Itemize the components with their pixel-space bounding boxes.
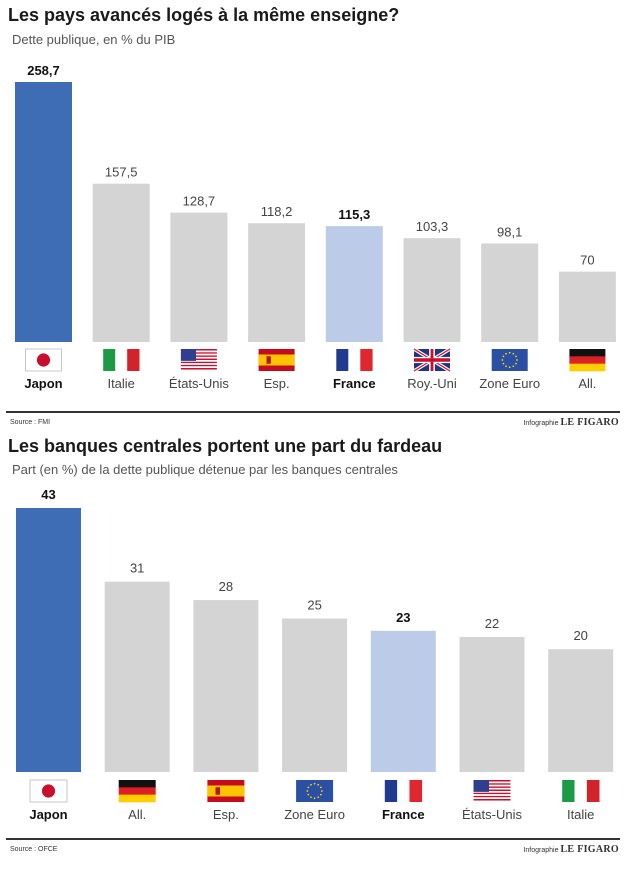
fr-flag-icon (336, 349, 373, 371)
category-label: All. (128, 807, 146, 822)
source-note: Source : FMI (10, 419, 51, 426)
chart-panel-dette: Les pays avancés logés à la même enseign… (0, 0, 627, 428)
bar-all- (558, 271, 616, 342)
bar-france (325, 226, 383, 342)
eu-flag-icon (491, 349, 528, 371)
category-label: Zone Euro (284, 807, 345, 822)
credit-prefix: Infographie (523, 847, 559, 854)
bar-italie (548, 649, 614, 772)
chart-panel-banques: Les banques centrales portent une part d… (0, 428, 627, 869)
category-label: Zone Euro (479, 376, 540, 391)
value-label: 157,5 (105, 165, 138, 180)
value-label: 43 (41, 487, 55, 502)
category-label: France (382, 807, 425, 822)
value-label: 103,3 (416, 219, 449, 234)
eu-flag-icon (296, 780, 334, 802)
chart-subtitle: Dette publique, en % du PIB (12, 32, 176, 47)
category-label: Italie (567, 807, 594, 822)
fr-flag-icon (384, 780, 423, 802)
category-label: All. (578, 376, 596, 391)
value-label: 115,3 (338, 207, 370, 222)
de-flag-icon (118, 780, 156, 803)
uk-flag-icon (413, 347, 451, 373)
value-label: 258,7 (27, 63, 60, 78)
jp-flag-icon (25, 348, 62, 372)
it-flag-icon (562, 780, 600, 802)
category-label: Italie (107, 376, 134, 391)
credit: Infographie LE FIGARO (523, 417, 619, 428)
divider (6, 838, 620, 840)
bar-chart-banques: 43 Japon 31 All. 28 Esp. 25 Zone Euro 23 France 22… (16, 487, 614, 822)
category-label: États-Unis (169, 376, 229, 391)
category-label: Roy.-Uni (407, 376, 457, 391)
category-label: Esp. (213, 807, 239, 822)
chart-title: Les pays avancés logés à la même enseign… (8, 5, 400, 25)
bar-chart-dette: 258,7 Japon 157,5 Italie 128,7 États-Unis 118,… (15, 63, 616, 391)
bar-all- (104, 581, 170, 772)
es-flag-icon (207, 780, 245, 802)
value-label: 22 (485, 616, 499, 631)
us-flag-icon (473, 780, 511, 801)
credit: Infographie LE FIGARO (523, 844, 619, 855)
figaro-logo: LE FIGARO (560, 417, 619, 428)
bar-italie (92, 183, 150, 342)
value-label: 118,2 (261, 204, 293, 219)
value-label: 23 (396, 610, 410, 625)
category-label: Japon (24, 376, 62, 391)
bar--tats-unis (170, 212, 228, 342)
bar-esp- (193, 600, 259, 772)
us-flag-icon (180, 349, 217, 370)
divider (6, 411, 620, 413)
bar-esp- (248, 223, 306, 342)
jp-flag-icon (29, 779, 68, 803)
bar-zone-euro (282, 618, 348, 772)
value-label: 20 (573, 628, 587, 643)
bar--tats-unis (459, 636, 525, 772)
bar-japon (16, 508, 81, 772)
it-flag-icon (103, 349, 140, 371)
chart-subtitle: Part (en %) de la dette publique détenue… (12, 462, 398, 477)
credit-prefix: Infographie (523, 420, 559, 427)
value-label: 28 (219, 579, 233, 594)
bar-zone-euro (481, 243, 539, 342)
source-note: Source : OFCE (10, 846, 58, 853)
value-label: 98,1 (497, 224, 522, 239)
value-label: 31 (130, 561, 144, 576)
value-label: 70 (580, 253, 594, 268)
category-label: France (333, 376, 376, 391)
es-flag-icon (258, 349, 295, 371)
chart-title: Les banques centrales portent une part d… (8, 436, 443, 456)
bar-japon (15, 82, 72, 342)
de-flag-icon (569, 349, 606, 372)
figaro-logo: LE FIGARO (560, 844, 619, 855)
value-label: 25 (307, 598, 321, 613)
value-label: 128,7 (183, 194, 216, 209)
bar-france (370, 630, 436, 772)
category-label: Japon (29, 807, 67, 822)
bar-roy-uni (403, 238, 461, 342)
category-label: Esp. (264, 376, 290, 391)
category-label: États-Unis (462, 807, 522, 822)
